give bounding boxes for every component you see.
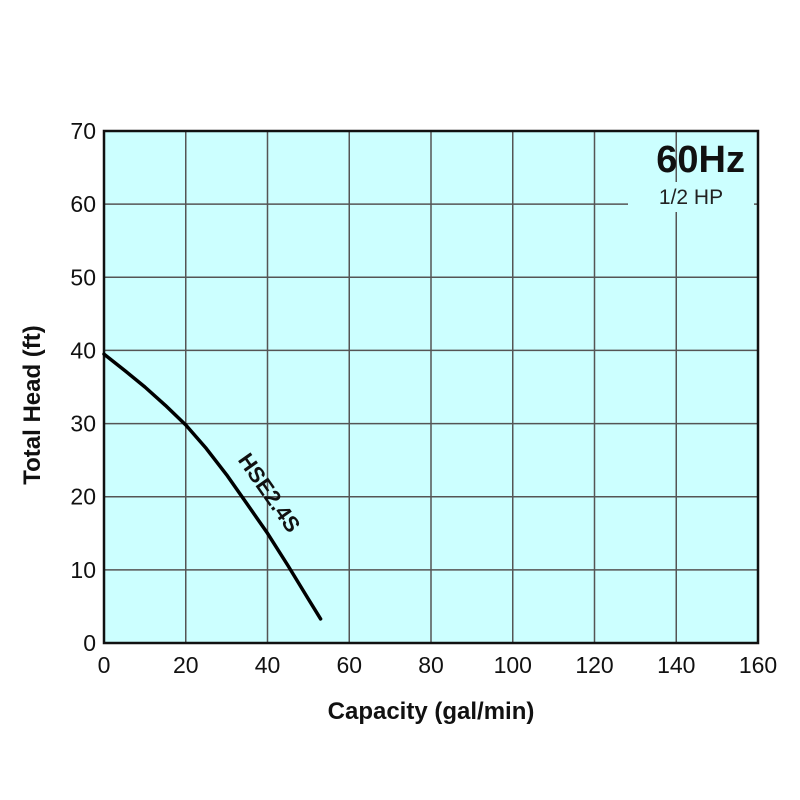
- series-line-hse2-4s: [102, 352, 323, 621]
- plot-frame: [102, 129, 760, 645]
- y-tick-label: 40: [70, 337, 96, 363]
- x-tick-label: 20: [173, 652, 199, 678]
- y-tick-label: 10: [70, 557, 96, 583]
- y-tick-label: 0: [83, 630, 96, 656]
- x-tick-label: 100: [494, 652, 532, 678]
- y-tick-label: 30: [70, 411, 96, 437]
- power-annotation: 1/2 HP: [659, 186, 723, 209]
- y-tick-label: 50: [70, 264, 96, 290]
- x-tick-label: 60: [336, 652, 362, 678]
- y-axis-ticks: 0 10 20 30 40 50 60 70: [70, 118, 96, 656]
- x-axis-ticks: 0 20 40 60 80 100 120 140 160: [98, 652, 778, 678]
- x-axis-label: Capacity (gal/min): [328, 698, 535, 725]
- x-tick-label: 160: [739, 652, 777, 678]
- y-tick-label: 60: [70, 191, 96, 217]
- x-tick-label: 80: [418, 652, 444, 678]
- x-tick-label: 120: [575, 652, 613, 678]
- x-tick-label: 140: [657, 652, 695, 678]
- x-tick-label: 0: [98, 652, 111, 678]
- y-tick-label: 20: [70, 484, 96, 510]
- y-axis-label: Total Head (ft): [19, 325, 46, 485]
- frequency-annotation: 60Hz: [656, 139, 745, 181]
- power-annotation-backdrop: [628, 182, 754, 212]
- x-tick-label: 40: [255, 652, 281, 678]
- y-tick-label: 70: [70, 118, 96, 144]
